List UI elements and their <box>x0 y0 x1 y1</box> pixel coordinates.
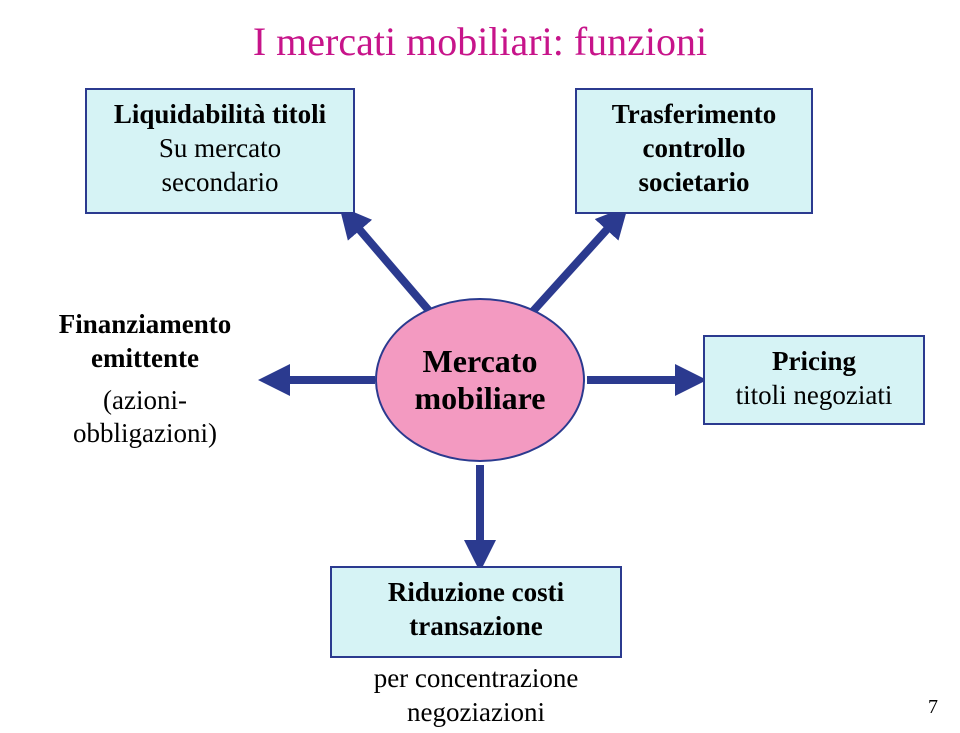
center-node-mercato-mobiliare: Mercato mobiliare <box>375 298 585 462</box>
box-r-line1: Pricing <box>711 345 917 379</box>
page-title: I mercati mobiliari: funzioni <box>0 18 960 65</box>
box-finanziamento: Finanziamento emittente (azioni- obbliga… <box>30 300 260 460</box>
box-tr-line1: Trasferimento <box>583 98 805 132</box>
box-l-line2: emittente <box>36 342 254 376</box>
box-r-line2: titoli negoziati <box>711 379 917 413</box>
box-b-line1: Riduzione costi <box>338 576 614 610</box>
box-tr-line2: controllo <box>583 132 805 166</box>
box-l-line4: obbligazioni) <box>36 417 254 451</box>
box-tl-line1: Liquidabilità titoli <box>93 98 347 132</box>
box-l-line3: (azioni- <box>36 384 254 418</box>
center-line1: Mercato <box>423 343 538 380</box>
box-tl-line3: secondario <box>93 166 347 200</box>
box-riduzione: Riduzione costi transazione <box>330 566 622 658</box>
center-line2: mobiliare <box>415 380 546 417</box>
box-b-line2: transazione <box>338 610 614 644</box>
box-b-line4: negoziazioni <box>330 696 622 730</box>
box-riduzione-extra: per concentrazione negoziazioni <box>330 662 622 730</box>
box-tl-line2: Su mercato <box>93 132 347 166</box>
box-pricing: Pricing titoli negoziati <box>703 335 925 425</box>
box-liquidabilita: Liquidabilità titoli Su mercato secondar… <box>85 88 355 214</box>
page-number: 7 <box>928 696 938 719</box>
box-tr-line3: societario <box>583 166 805 200</box>
box-l-line1: Finanziamento <box>36 308 254 342</box>
box-b-line3: per concentrazione <box>330 662 622 696</box>
box-trasferimento: Trasferimento controllo societario <box>575 88 813 214</box>
